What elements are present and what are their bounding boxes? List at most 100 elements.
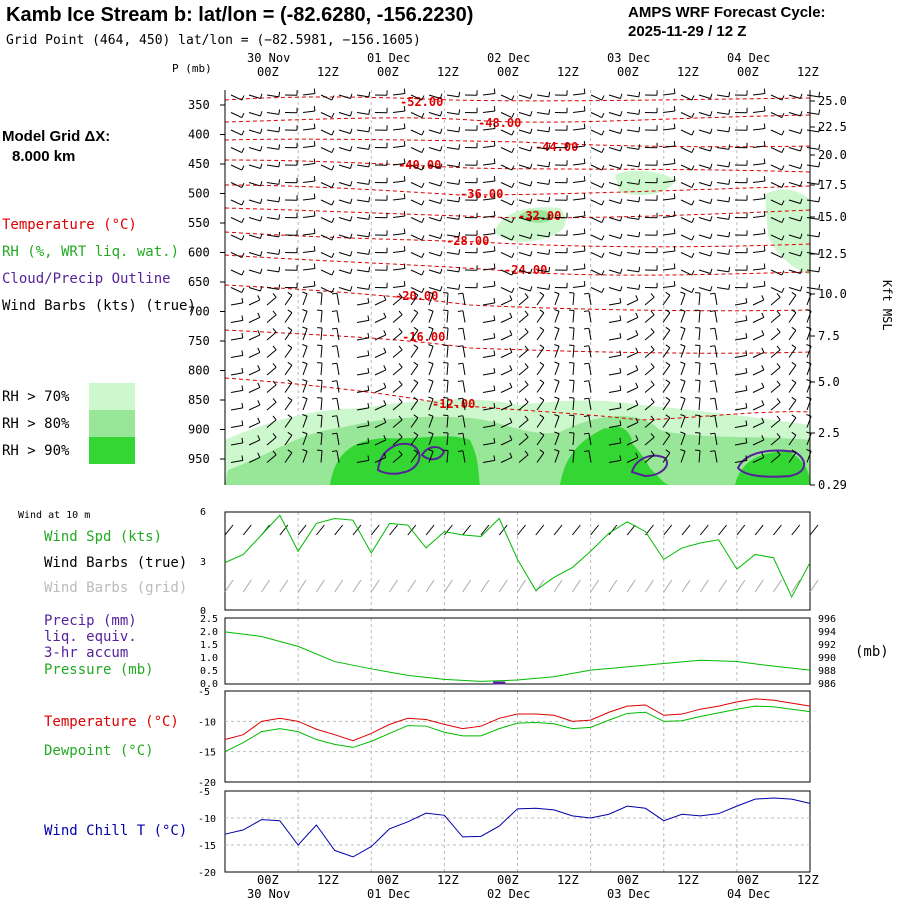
wind-barb-flag [791,326,797,331]
wind-barb-flag [776,293,781,298]
wind-barb [410,147,423,154]
wind-barb-flag [272,415,277,421]
wind-barb-flag [691,217,695,223]
surface-wind-barb [425,524,435,536]
wind-barb-flag [761,330,765,336]
wind-barb-flag [398,363,403,368]
wind-barb-flag [638,109,641,115]
wind-barb [410,182,423,189]
isotherm-label: -16.00 [402,330,445,344]
wind-barb-flag [761,365,765,371]
wind-barb [752,439,765,446]
wind-barb-flag [583,246,586,252]
wind-barb [248,456,261,463]
wind-barb [462,450,466,463]
wind-barb [446,345,449,358]
wind-barb-flag [241,182,245,188]
wind-barb-flag [331,147,335,153]
top-date-label: 30 Nov [247,51,290,65]
wind-barb-flag [619,198,623,204]
wind-barb [392,285,405,288]
wind-barb-flag [367,420,370,426]
wind-barb-flag [272,380,277,386]
wind-barb [716,252,729,255]
surface-wind-barb-grid [754,579,764,593]
wind-barb [338,129,351,134]
wind-barb [446,287,459,290]
wind-barb-flag [763,158,766,164]
isotherm-line [224,114,811,123]
wind-barb-flag [272,450,277,456]
wind-barb-flag [601,270,605,276]
wind-barb [680,147,693,154]
wind-barb [392,401,403,411]
wind-barb-flag [673,211,676,217]
wind-barb [320,415,323,428]
pressure-line [224,631,811,682]
wind-barb-flag [272,363,277,368]
wind-barb [266,454,277,463]
wind-barb-flag [709,93,713,99]
wind-barb-flag [776,345,781,351]
wind-barb [698,293,701,306]
wind-barb-flag [349,146,353,152]
wind-barb-flag [745,297,748,304]
wind-barb [302,311,308,323]
wind-barb-flag [493,297,496,304]
wind-barb [356,129,369,133]
wind-barb [572,268,585,271]
wind-barb [230,269,243,276]
wind-barb-flag [428,379,434,382]
wind-barb-flag [818,126,821,132]
bottom-time-label: 00Z [617,873,639,887]
wind-barb [608,217,621,222]
wind-barb-flag [349,111,353,117]
wind-barb [572,380,575,393]
wind-barb [608,287,621,292]
wind-barb [572,233,585,236]
wind-barb [788,112,801,117]
wind-barb-flag [728,231,731,237]
bottom-time-label: 12Z [437,873,459,887]
wind-barb [284,329,293,341]
wind-barb [572,93,585,96]
wind-barb [554,346,560,358]
wind-barb-flag [278,179,281,185]
surface-wind-barb [809,524,819,536]
wind-barb [536,452,545,463]
kft-tick-label: 20.0 [818,148,847,162]
pressure-tick-label: 500 [188,187,210,201]
wind-barb [410,217,423,224]
wind-barb [446,234,459,238]
kft-tick-label: 7.5 [818,329,840,343]
isotherm-label: -48.00 [478,116,521,130]
wind-barb [770,331,781,341]
wind-barb [500,404,513,411]
wind-barb-flag [818,249,821,255]
wind-barb-flag [331,200,335,206]
wind-barb-flag [745,332,748,339]
wind-barb [428,416,434,428]
wind-barb [428,293,434,306]
wind-barb [302,346,308,358]
wind-barb [500,94,513,101]
wind-barb [320,129,333,136]
surface-wind-barb-grid [773,579,782,593]
wind-barb-flag [709,216,713,222]
surface-wind-barb [498,524,508,536]
wind-barb-flag [439,181,443,187]
pressure-right-tick: 994 [818,627,836,638]
wind-barb [302,128,315,131]
wind-barb [518,287,531,292]
wind-barb [770,384,781,393]
wind-barb [644,366,655,376]
wind-barb-flag [763,176,766,182]
wind-barb-flag [241,147,245,153]
wind-barb-flag [383,452,387,458]
wind-barb [770,199,783,206]
wind-barb [392,454,403,463]
wind-barb-flag [493,193,496,199]
wind-barb [230,337,243,341]
wind-barb-flag [368,161,371,167]
wind-barb-flag [638,144,641,150]
